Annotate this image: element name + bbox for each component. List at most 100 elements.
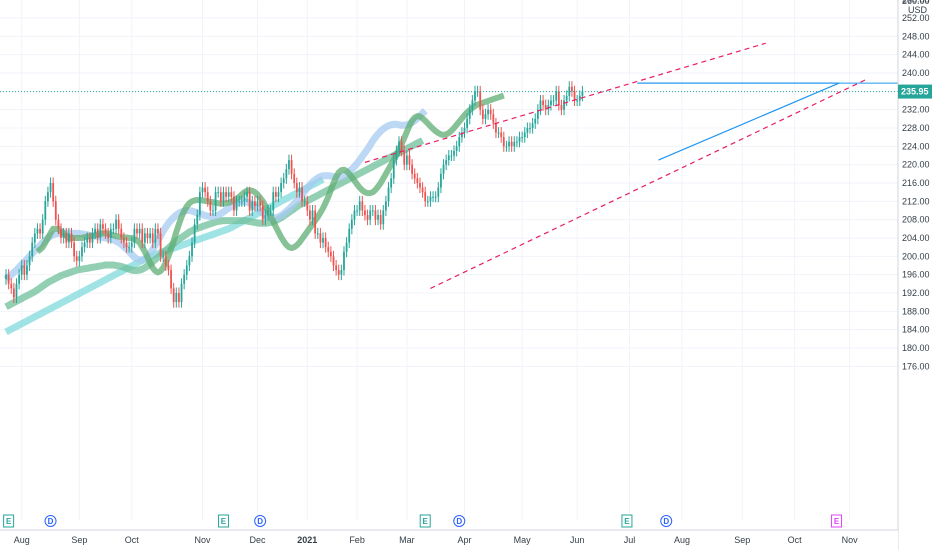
candle bbox=[112, 228, 115, 230]
y-tick-label: 232.00 bbox=[902, 105, 930, 115]
candle bbox=[560, 105, 563, 110]
dividend-marker[interactable]: D bbox=[660, 515, 673, 527]
candle bbox=[516, 141, 518, 143]
candle bbox=[193, 224, 196, 243]
earnings-marker[interactable]: E bbox=[831, 514, 843, 528]
candle bbox=[322, 238, 324, 243]
candle bbox=[254, 201, 256, 206]
candle bbox=[458, 137, 461, 147]
candle bbox=[471, 100, 474, 110]
candle bbox=[350, 219, 353, 229]
candle bbox=[432, 196, 434, 198]
candle bbox=[102, 224, 104, 229]
candle bbox=[369, 210, 372, 220]
earnings-marker[interactable]: E bbox=[419, 514, 431, 528]
x-tick-label: Feb bbox=[349, 535, 365, 545]
dividend-badge bbox=[254, 515, 267, 527]
candle bbox=[337, 270, 340, 275]
x-tick-label: Nov bbox=[842, 535, 859, 545]
candle bbox=[450, 155, 453, 157]
candle bbox=[358, 201, 361, 211]
x-tick-label: Oct bbox=[125, 535, 140, 545]
candle bbox=[536, 109, 539, 119]
candle bbox=[219, 192, 222, 202]
channel-upper-line bbox=[364, 42, 766, 163]
earnings-marker[interactable]: E bbox=[621, 514, 633, 528]
candle bbox=[39, 228, 41, 234]
candle bbox=[191, 242, 193, 257]
candle bbox=[18, 274, 20, 284]
x-tick-label: Oct bbox=[788, 535, 803, 545]
candle bbox=[5, 274, 7, 280]
candle bbox=[272, 192, 275, 211]
candle bbox=[125, 242, 128, 248]
candle bbox=[162, 256, 165, 258]
candle bbox=[463, 128, 466, 133]
dividend-marker[interactable]: D bbox=[453, 515, 466, 527]
candle bbox=[7, 274, 10, 284]
event-label: D bbox=[257, 517, 263, 526]
candle bbox=[403, 150, 406, 165]
y-tick-label: 212.00 bbox=[902, 196, 930, 206]
currency-label: USD bbox=[908, 5, 928, 15]
candle bbox=[204, 187, 207, 193]
event-label: E bbox=[6, 517, 12, 526]
candle bbox=[243, 196, 246, 202]
candle bbox=[324, 238, 327, 248]
earnings-badge bbox=[3, 514, 15, 528]
y-tick-label: 180.00 bbox=[902, 343, 930, 353]
candle bbox=[185, 265, 188, 275]
candle bbox=[544, 105, 547, 110]
x-tick-label: Sep bbox=[734, 535, 750, 545]
moving-averages bbox=[3, 92, 505, 336]
candle bbox=[52, 183, 55, 202]
y-tick-label: 188.00 bbox=[902, 306, 930, 316]
candle bbox=[274, 192, 277, 197]
candle bbox=[518, 137, 521, 142]
earnings-marker[interactable]: E bbox=[217, 514, 229, 528]
dividend-marker[interactable]: D bbox=[254, 515, 267, 527]
candle bbox=[531, 123, 534, 128]
candle bbox=[474, 91, 476, 101]
candle bbox=[295, 183, 298, 193]
candle bbox=[277, 192, 280, 197]
candle bbox=[136, 228, 138, 234]
candle bbox=[212, 210, 214, 212]
candle bbox=[198, 192, 201, 216]
candle bbox=[227, 192, 230, 197]
candle bbox=[81, 247, 83, 257]
y-tick-label-top: 260.00 bbox=[902, 0, 930, 6]
candle bbox=[550, 100, 552, 106]
candles bbox=[5, 81, 584, 308]
candle bbox=[335, 265, 338, 271]
x-axis-panel bbox=[0, 530, 898, 550]
candle bbox=[167, 265, 170, 271]
candle bbox=[366, 215, 369, 220]
candle bbox=[88, 238, 91, 243]
candle bbox=[327, 247, 330, 252]
candle bbox=[78, 256, 81, 261]
candle bbox=[107, 233, 110, 238]
y-tick-label: 176.00 bbox=[902, 361, 930, 371]
candle bbox=[445, 160, 448, 165]
candle bbox=[479, 91, 482, 110]
candle bbox=[209, 201, 212, 211]
candle bbox=[382, 210, 385, 225]
candle bbox=[128, 247, 131, 249]
candle bbox=[183, 274, 186, 284]
candle bbox=[41, 219, 44, 234]
candle bbox=[578, 95, 581, 101]
earnings-marker[interactable]: E bbox=[3, 514, 15, 528]
drawings[interactable] bbox=[0, 42, 932, 289]
dividend-marker[interactable]: D bbox=[44, 515, 57, 527]
y-tick-label: 220.00 bbox=[902, 160, 930, 170]
candle bbox=[419, 183, 421, 188]
candle bbox=[356, 210, 358, 212]
candle bbox=[196, 215, 199, 225]
candle bbox=[390, 178, 393, 188]
x-tick-label: May bbox=[514, 535, 532, 545]
